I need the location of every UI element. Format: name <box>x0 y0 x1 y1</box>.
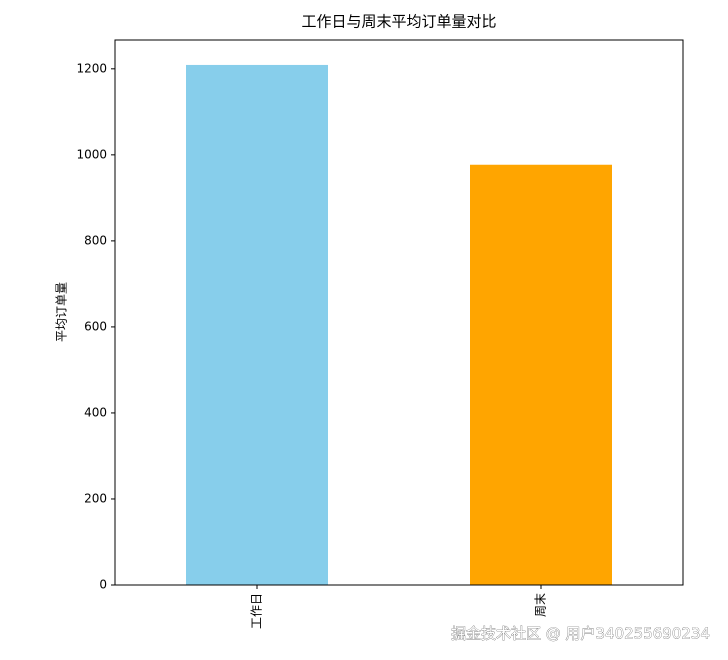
x-tick-label: 周末 <box>534 593 548 617</box>
watermark: 掘金技术社区 @ 用户340255690234 <box>451 625 710 643</box>
y-tick-label: 600 <box>84 319 107 333</box>
x-tick-label: 工作日 <box>250 593 264 629</box>
y-tick-label: 800 <box>84 233 107 247</box>
y-tick-label: 1200 <box>76 61 107 75</box>
y-tick-label: 400 <box>84 405 107 419</box>
axes-frame <box>114 39 684 586</box>
bar <box>470 164 612 586</box>
y-tick-label: 200 <box>84 491 107 505</box>
bar <box>186 64 328 585</box>
y-axis-label: 平均订单量 <box>55 282 69 342</box>
y-tick-label: 1000 <box>76 147 107 161</box>
chart-title: 工作日与周末平均订单量对比 <box>301 13 496 31</box>
y-tick-label: 0 <box>99 578 107 592</box>
